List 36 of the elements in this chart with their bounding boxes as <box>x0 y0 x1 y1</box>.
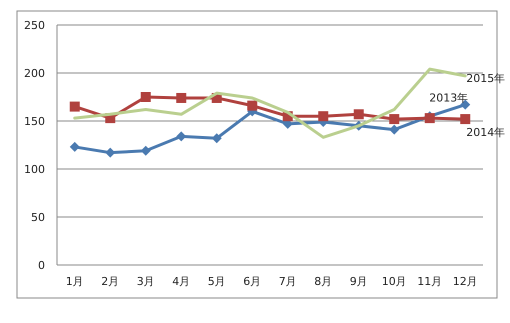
point <box>140 92 151 102</box>
y-tick-label: 100 <box>24 163 45 176</box>
point <box>389 114 400 124</box>
x-tick-label: 10月 <box>382 275 407 288</box>
point <box>176 131 186 142</box>
x-tick-label: 5月 <box>208 275 226 288</box>
x-tick-label: 4月 <box>172 275 190 288</box>
point <box>176 92 186 103</box>
y-tick-label: 200 <box>24 67 45 80</box>
point <box>247 100 258 111</box>
y-tick-label: 250 <box>24 19 45 32</box>
point <box>140 146 151 156</box>
x-tick-label: 12月 <box>452 275 478 288</box>
point <box>318 111 328 122</box>
point <box>70 142 80 152</box>
y-tick-label: 0 <box>38 259 45 272</box>
y-tick-label: 50 <box>31 211 45 224</box>
x-tick-label: 2月 <box>101 275 120 288</box>
series-label: 2014年 <box>466 126 506 140</box>
point <box>354 109 364 120</box>
x-tick-label: 6月 <box>243 275 262 288</box>
y-tick-label: 150 <box>24 115 45 128</box>
series-label: 2013年 <box>429 92 468 105</box>
x-tick-label: 1月 <box>66 275 84 288</box>
x-tick-label: 8月 <box>314 275 332 288</box>
x-tick-label: 9月 <box>350 275 368 288</box>
x-tick-label: 3月 <box>136 275 155 288</box>
series-label: 2015年 <box>466 72 506 85</box>
line-series <box>73 68 467 139</box>
point <box>105 148 116 158</box>
point <box>70 102 80 112</box>
x-tick-label: 7月 <box>278 275 297 288</box>
point <box>212 133 222 144</box>
point <box>460 114 470 124</box>
x-tick-label: 11月 <box>417 275 442 288</box>
point <box>389 124 400 135</box>
